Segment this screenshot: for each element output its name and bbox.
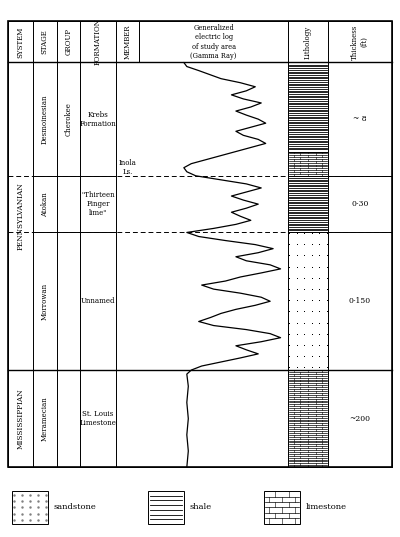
Bar bbox=[80, 62, 116, 467]
Text: SYSTEM: SYSTEM bbox=[16, 26, 24, 57]
Bar bbox=[80, 176, 116, 233]
Bar bbox=[33, 370, 57, 467]
Bar bbox=[80, 62, 116, 176]
Bar bbox=[57, 21, 80, 62]
Bar bbox=[288, 21, 328, 62]
Text: MEMBER: MEMBER bbox=[124, 25, 132, 59]
Text: MISSISSIPPIAN: MISSISSIPPIAN bbox=[16, 388, 24, 449]
Bar bbox=[33, 176, 57, 233]
Bar bbox=[57, 62, 80, 176]
Bar bbox=[57, 62, 80, 467]
Text: FORMATION: FORMATION bbox=[94, 19, 102, 66]
Bar bbox=[148, 491, 184, 524]
Bar bbox=[33, 21, 57, 62]
Text: ~200: ~200 bbox=[350, 415, 370, 423]
Text: Meramecian: Meramecian bbox=[41, 396, 49, 441]
Text: Lithology: Lithology bbox=[304, 25, 312, 59]
Bar bbox=[328, 233, 392, 370]
Text: GROUP: GROUP bbox=[64, 28, 72, 55]
Bar bbox=[33, 62, 57, 176]
Bar bbox=[328, 370, 392, 467]
Text: Cherokee: Cherokee bbox=[64, 102, 72, 136]
Bar bbox=[288, 151, 328, 176]
Text: ~ 8: ~ 8 bbox=[353, 115, 367, 123]
Text: 0-150: 0-150 bbox=[349, 297, 371, 305]
Bar bbox=[80, 21, 116, 62]
Text: Krebs
Formation: Krebs Formation bbox=[80, 111, 116, 128]
Bar bbox=[116, 21, 139, 62]
Bar bbox=[8, 21, 392, 467]
Text: shale: shale bbox=[190, 504, 212, 511]
Text: 0-30: 0-30 bbox=[351, 200, 369, 208]
Bar bbox=[264, 491, 300, 524]
Text: PENNSYLVANIAN: PENNSYLVANIAN bbox=[16, 183, 24, 250]
Bar bbox=[139, 62, 288, 467]
Text: Unnamed: Unnamed bbox=[81, 297, 115, 305]
Text: Thickness
(ft): Thickness (ft) bbox=[351, 24, 369, 60]
Text: St. Louis
Limestone: St. Louis Limestone bbox=[80, 410, 116, 427]
Bar bbox=[57, 233, 80, 370]
Bar bbox=[288, 176, 328, 233]
Bar bbox=[288, 62, 328, 151]
Bar bbox=[33, 233, 57, 370]
Bar bbox=[328, 21, 392, 62]
Text: Morrowan: Morrowan bbox=[41, 282, 49, 320]
Bar bbox=[288, 62, 328, 467]
Bar bbox=[288, 370, 328, 467]
Bar bbox=[12, 491, 48, 524]
Text: STAGE: STAGE bbox=[41, 30, 49, 54]
Bar bbox=[8, 62, 33, 370]
Bar bbox=[116, 62, 139, 467]
Bar bbox=[8, 21, 33, 62]
Bar bbox=[57, 370, 80, 467]
Bar bbox=[328, 62, 392, 176]
Bar bbox=[116, 62, 139, 467]
Bar bbox=[80, 233, 116, 370]
Text: limestone: limestone bbox=[306, 504, 347, 511]
Text: Desmoinesian: Desmoinesian bbox=[41, 95, 49, 144]
Text: "Thirteen
Finger
lime": "Thirteen Finger lime" bbox=[81, 191, 115, 217]
Bar bbox=[8, 62, 33, 467]
Text: sandstone: sandstone bbox=[54, 504, 97, 511]
Bar bbox=[80, 370, 116, 467]
Bar bbox=[288, 233, 328, 370]
Text: Inola
Ls.: Inola Ls. bbox=[119, 159, 136, 176]
Bar bbox=[57, 176, 80, 233]
Bar bbox=[139, 21, 288, 62]
Bar bbox=[139, 62, 288, 467]
Text: Generalized
electric log
of study area
(Gamma Ray): Generalized electric log of study area (… bbox=[190, 24, 237, 60]
Bar bbox=[33, 62, 57, 467]
Bar bbox=[328, 176, 392, 233]
Bar bbox=[328, 62, 392, 467]
Text: Atokan: Atokan bbox=[41, 192, 49, 216]
Bar bbox=[8, 370, 33, 467]
